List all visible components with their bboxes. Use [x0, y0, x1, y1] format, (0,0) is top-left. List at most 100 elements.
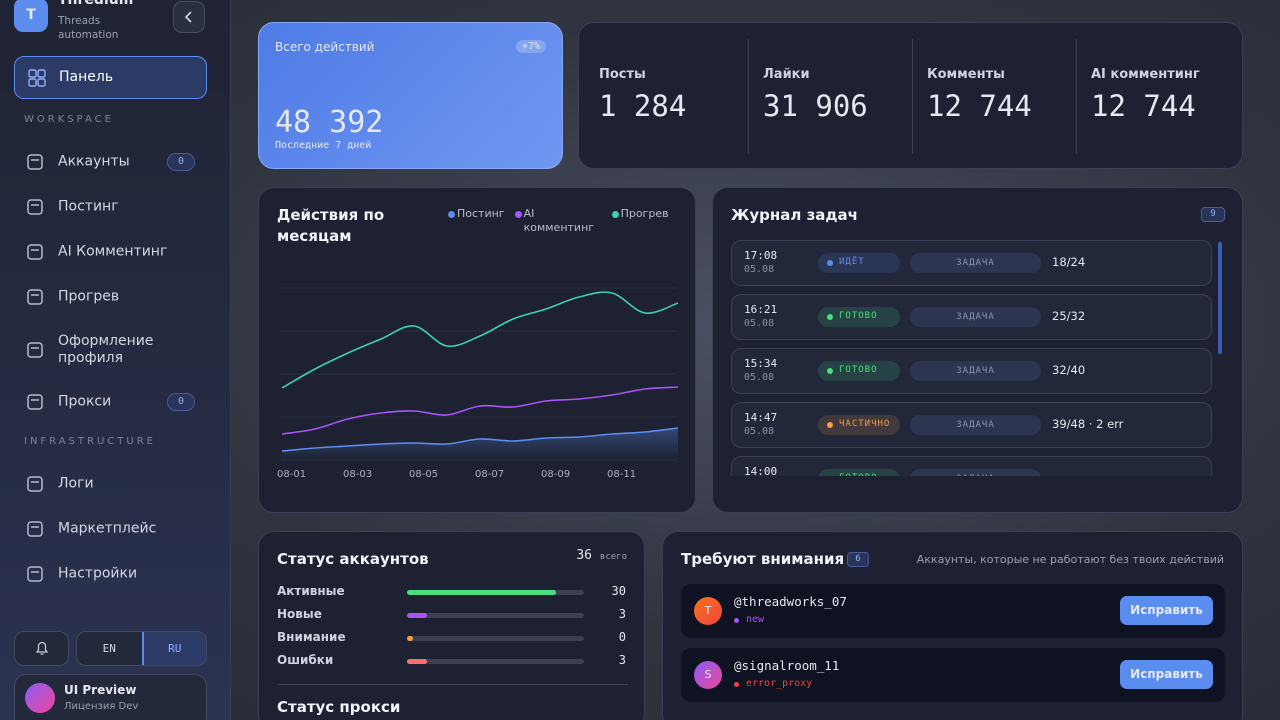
divider [277, 684, 628, 685]
row-time: 16:21 [744, 303, 778, 316]
account-handle: @threadworks_07 [734, 594, 847, 609]
x-tick-label: 08-01 [277, 469, 306, 480]
notifications-button[interactable] [14, 631, 69, 666]
legend-label: AI комментинг [523, 207, 595, 234]
x-tick-label: 08-11 [607, 469, 636, 480]
attention-card: Требуют внимания 6 Аккаунты, которые не ра… [662, 531, 1243, 720]
bar-track [407, 659, 584, 664]
icon-shape [28, 78, 37, 87]
type-pill: ЗАДАЧА [910, 361, 1041, 381]
legend-item: Постинг [448, 207, 505, 221]
summary-card: Всего действий +7% 48 392 Последние 7 дней [258, 22, 563, 169]
area [282, 428, 678, 461]
nav-label: Настройки [58, 565, 138, 582]
language-option[interactable]: EN [102, 642, 116, 655]
chart-title: Действия по месяцам [277, 206, 385, 245]
journal-list: 17:08 05.08 ИДЁТ ЗАДАЧА 18/24 16:21 05.08 ГОТОВ… [731, 240, 1212, 476]
nav-item[interactable]: Прокси 0 [14, 382, 207, 422]
type-pill: ЗАДАЧА [910, 415, 1041, 435]
status-pill: ГОТОВО [818, 307, 900, 327]
accounts-title: Статус аккаунтов [277, 550, 429, 568]
line [281, 427, 679, 452]
nav-label: Прогрев [58, 288, 120, 305]
nav-item-active[interactable]: Панель [14, 56, 207, 99]
journal-count: 9 [1201, 207, 1225, 222]
attention-item: T @threadworks_07 new Исправить [681, 584, 1225, 638]
nav-item[interactable]: Прогрев [14, 277, 207, 317]
nav-item[interactable]: Маркетплейс [14, 509, 207, 549]
journal-row[interactable]: 16:21 05.08 ГОТОВО ЗАДАЧА 25/32 [731, 294, 1212, 340]
accounts-total-label: всего [599, 552, 627, 562]
status-dot [734, 682, 739, 687]
bell-icon [35, 641, 49, 655]
chevron [184, 11, 192, 23]
nav-item[interactable]: Постинг [14, 187, 207, 227]
nav-icon [27, 566, 43, 582]
legend-label: Постинг [457, 207, 505, 220]
nav-item[interactable]: Аккаунты 0 [14, 142, 207, 182]
nav-section-title: WORKSPACE [24, 114, 114, 125]
row-time: 17:08 [744, 249, 778, 262]
status-dot [827, 260, 833, 266]
sidebar: T Thredium Threads automation Панель WORKSPA… [0, 0, 231, 720]
legend-label: Прогрев [620, 207, 669, 220]
row-date: 05.08 [744, 264, 775, 275]
x-tick-label: 08-05 [409, 469, 438, 480]
row-time: 14:47 [744, 411, 778, 424]
summary-change: +7% [515, 40, 546, 53]
stat-divider [748, 39, 749, 154]
row-time: 14:00 [744, 465, 778, 476]
nav-label: AI Комментинг [58, 243, 168, 260]
bar-track [407, 613, 584, 618]
attention-subtitle: Аккаунты, которые не работают без твоих … [916, 553, 1224, 566]
nav-item[interactable]: AI Комментинг [14, 232, 207, 272]
status-pill: ГОТОВО [818, 361, 900, 381]
bar [407, 613, 428, 618]
attention-title: Требуют внимания [681, 550, 845, 568]
nav-icon [27, 289, 43, 305]
status-pill: ГОТОВО [818, 469, 900, 476]
fix-button[interactable]: Исправить [1120, 596, 1213, 625]
legend-item: Прогрев [611, 207, 669, 221]
nav-icon [27, 476, 43, 492]
user-name: UI Preview [64, 683, 137, 697]
account-avatar: T [694, 597, 722, 625]
language-option[interactable]: RU [141, 632, 206, 665]
nav-icon [28, 69, 46, 87]
status-dot [734, 618, 739, 623]
nav-label: Маркетплейс [58, 520, 157, 537]
user-card: UI Preview Лицензия Dev [14, 674, 207, 720]
summary-label: Всего действий [275, 40, 375, 54]
x-tick-label: 08-09 [541, 469, 570, 480]
icon-shape [27, 394, 43, 410]
chart-legend: Постинг AI комментинг Прогрев [448, 207, 669, 235]
proxies-title: Статус прокси [277, 698, 401, 716]
nav-label: Логи [58, 475, 94, 492]
nav-icon [27, 521, 43, 537]
nav-item[interactable]: Настройки [14, 554, 207, 594]
nav-item[interactable]: Логи [14, 464, 207, 504]
x-tick-label: 08-03 [343, 469, 372, 480]
nav-icon [27, 394, 43, 410]
nav-section-title: INFRASTRUCTURE [24, 436, 156, 447]
chart-card: Действия по месяцам Постинг AI комментинг П… [258, 187, 696, 513]
line [281, 291, 679, 389]
status-value: 3 [618, 607, 626, 621]
attention-count: 6 [847, 552, 869, 567]
journal-row[interactable]: 14:47 05.08 ЧАСТИЧНО ЗАДАЧА 39/48 · 2 err [731, 402, 1212, 448]
collapse-button[interactable] [173, 1, 205, 33]
nav-badge: 0 [167, 393, 195, 411]
stats-card: Посты 1 284 Лайки 31 906 Комменты 12 744 AI ко… [578, 22, 1243, 169]
stat-value: 12 744 [1091, 89, 1196, 123]
journal-row[interactable]: 15:34 05.08 ГОТОВО ЗАДАЧА 32/40 [731, 348, 1212, 394]
stat-label: Лайки [763, 67, 810, 82]
summary-period: Последние 7 дней [275, 140, 372, 151]
journal-row[interactable]: 17:08 05.08 ИДЁТ ЗАДАЧА 18/24 [731, 240, 1212, 286]
nav-label: Постинг [58, 198, 119, 215]
status-pill: ИДЁТ [818, 253, 900, 273]
row-progress: 32/40 [1052, 363, 1086, 377]
nav-item[interactable]: Оформление профиля [14, 330, 207, 370]
fix-button[interactable]: Исправить [1120, 660, 1213, 689]
